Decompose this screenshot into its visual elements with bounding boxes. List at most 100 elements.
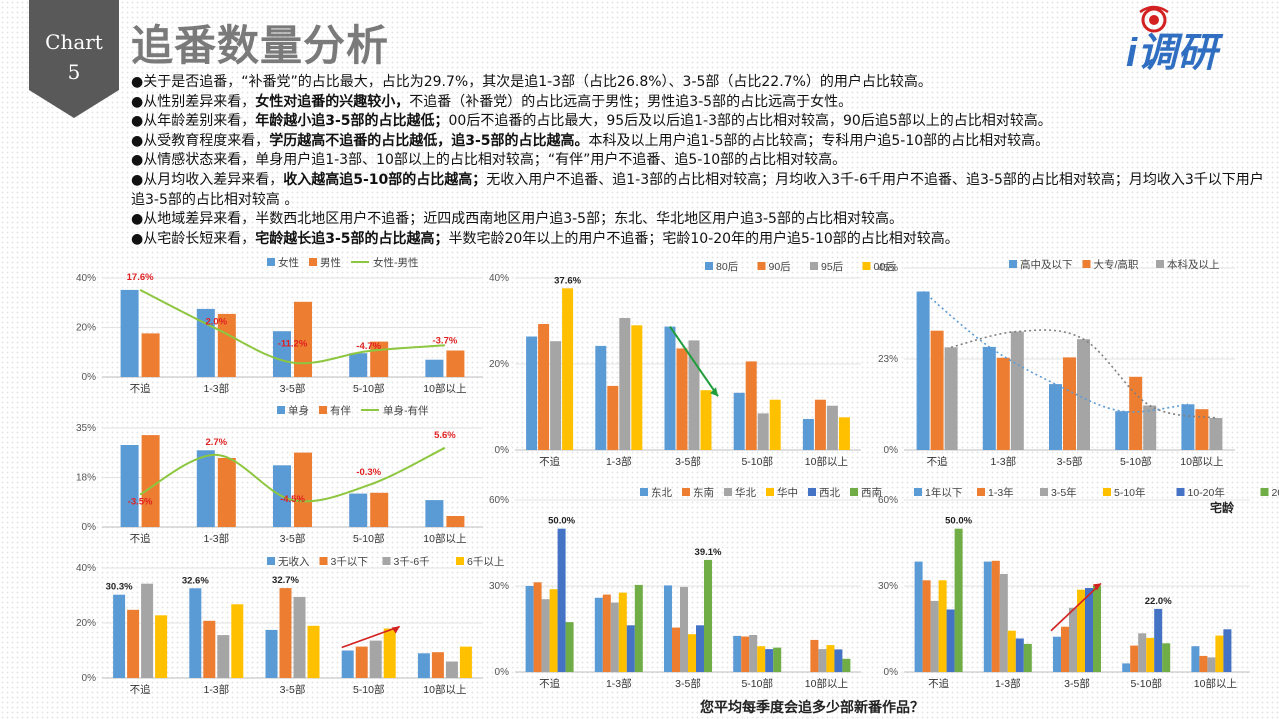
x-tick-label: 10部以上 bbox=[423, 683, 466, 696]
bar-education-s2-c3 bbox=[1143, 405, 1157, 450]
bullet-text: ●从宅龄长短来看， bbox=[131, 230, 256, 247]
bullet-text: ●从性别差异来看， bbox=[131, 93, 256, 110]
legend-label: 无收入 bbox=[278, 555, 310, 568]
legend-label: 1年以下 bbox=[925, 486, 962, 499]
legend-swatch bbox=[850, 488, 858, 496]
bar-age-s2-c0 bbox=[550, 341, 562, 450]
bar-region-s5-c2 bbox=[704, 559, 712, 672]
x-tick-label: 1-3部 bbox=[995, 677, 1021, 690]
bar-income-s3-c1 bbox=[231, 604, 244, 678]
bar-income-s1-c3 bbox=[355, 646, 368, 678]
bar-age-s1-c3 bbox=[745, 361, 757, 450]
y-tick-label: 40% bbox=[489, 273, 509, 284]
x-tick-label: 不追 bbox=[928, 677, 950, 690]
diff-label: -3.7% bbox=[432, 335, 457, 346]
diff-line-relationship bbox=[139, 446, 446, 503]
bar-age-s1-c0 bbox=[538, 324, 550, 450]
x-tick-label: 不追 bbox=[130, 532, 151, 545]
y-tick-label: 60% bbox=[878, 495, 898, 506]
legend-swatch bbox=[1082, 260, 1091, 268]
x-tick-label: 5-10部 bbox=[353, 683, 385, 696]
bar-education-s1-c1 bbox=[996, 357, 1010, 450]
legend-label: 80后 bbox=[716, 261, 738, 273]
diff-label: -4.7% bbox=[356, 341, 381, 352]
legend-swatch bbox=[277, 406, 285, 414]
bullet-highlight: 女性对追番的兴趣较小， bbox=[255, 93, 410, 110]
x-tick-label: 10部以上 bbox=[1180, 455, 1223, 468]
bar-region-s0-c2 bbox=[664, 585, 672, 672]
legend-label: 3千-6千 bbox=[394, 556, 430, 568]
legend-swatch bbox=[977, 488, 985, 496]
legend-label: 东北 bbox=[651, 486, 672, 499]
bar-otaku_age-s4-c2 bbox=[1085, 588, 1093, 672]
bar-region-s2-c1 bbox=[610, 602, 619, 672]
bar-income-s0-c4 bbox=[417, 653, 430, 679]
bar-age-s0-c1 bbox=[595, 345, 607, 450]
bar-otaku_age-s5-c0 bbox=[954, 528, 963, 672]
bar-region-s2-c2 bbox=[680, 586, 688, 672]
bullet-line: ●从年龄差别来看，年龄越小追3-5部的占比越低；00后不追番的占比最大，95后及… bbox=[131, 112, 1271, 132]
bar-relationship-s1-c3 bbox=[370, 492, 389, 527]
bullet-line: ●从受教育程度来看，学历越高不追番的占比越低，追3-5部的占比越高。本科及以上用… bbox=[131, 132, 1271, 152]
bar-income-s1-c2 bbox=[279, 588, 292, 678]
x-tick-label: 5-10部 bbox=[353, 532, 385, 545]
legend-swatch bbox=[267, 258, 275, 266]
legend-label: 5-10年 bbox=[1114, 486, 1146, 499]
bar-income-s1-c1 bbox=[203, 620, 216, 678]
badge-label: Chart bbox=[45, 30, 103, 54]
legend-swatch bbox=[1040, 488, 1048, 496]
x-tick-label: 1-3部 bbox=[606, 455, 632, 468]
bar-education-s0-c0 bbox=[916, 291, 930, 450]
diff-label: 17.6% bbox=[127, 272, 154, 283]
legend-label: 单身 bbox=[288, 404, 309, 417]
chart-annotation: 宅龄 bbox=[1210, 500, 1235, 515]
bar-age-s0-c4 bbox=[802, 419, 814, 450]
bar-region-s2-c0 bbox=[541, 599, 550, 672]
chart-income: 0% 20% 40% 不追 1-3部 3-5部 5-10部 10部以上 无收入 3千以下 3千-6千… bbox=[72, 553, 504, 698]
chart-svg-relationship: 0% 18% 35% 不追 1-3部 3-5部 5-10部 10部以上 单身 有伴 单身-有伴 -3.… bbox=[76, 404, 483, 545]
y-tick-label: 0% bbox=[495, 445, 510, 456]
bullet-highlight: 宅龄越长追3-5部的占比越高； bbox=[255, 230, 449, 247]
bar-otaku_age-s5-c3 bbox=[1162, 643, 1171, 672]
bar-age-s0-c2 bbox=[664, 326, 676, 450]
page-title: 追番数量分析 bbox=[131, 21, 390, 70]
trend-arrowhead bbox=[391, 626, 400, 634]
trend-arrow bbox=[341, 625, 400, 649]
bar-region-s4-c1 bbox=[626, 625, 635, 672]
legend-label: 90后 bbox=[769, 261, 791, 273]
diff-label: -3.5% bbox=[128, 496, 153, 507]
bar-region-s1-c2 bbox=[672, 627, 680, 672]
legend-label: 6千以上 bbox=[467, 556, 504, 568]
legend-swatch bbox=[766, 488, 774, 496]
bar-region-s4-c4 bbox=[834, 649, 843, 672]
bar-age-s1-c4 bbox=[814, 399, 826, 450]
legend-label: 1-3年 bbox=[988, 486, 1014, 499]
bar-relationship-s1-c0 bbox=[141, 435, 160, 527]
y-tick-label: 18% bbox=[76, 473, 96, 484]
chart-relationship: 0% 18% 35% 不追 1-3部 3-5部 5-10部 10部以上 单身 有伴 单身-有伴 -3.… bbox=[72, 402, 487, 547]
chart-otaku-age: 0% 30% 60% 不追 1-3部 3-5部 5-10部 10部以上 1年以下 1-3年 3-5年… bbox=[874, 482, 1279, 702]
chart-age: 0% 20% 40% 不追 1-3部 3-5部 5-10部 10部以上 80后 90后 95后 00后… bbox=[485, 256, 896, 474]
bullet-highlight: 收入越高追5-10部的占比越高； bbox=[283, 171, 487, 188]
bar-income-s2-c1 bbox=[217, 635, 230, 678]
value-label: 50.0% bbox=[548, 516, 575, 527]
bullet-line: ●从情感状态来看，单身用户追1-3部、10部以上的占比相对较高；“有伴”用户不追… bbox=[131, 151, 1271, 171]
bar-relationship-s0-c1 bbox=[196, 450, 215, 527]
bar-region-s0-c1 bbox=[594, 597, 603, 672]
legend-swatch bbox=[808, 488, 816, 496]
value-label: 30.3% bbox=[106, 582, 133, 593]
bar-age-s3-c3 bbox=[769, 399, 781, 450]
bar-income-s0-c1 bbox=[189, 588, 202, 678]
bar-region-s1-c3 bbox=[741, 636, 750, 672]
bullet-highlight: 年龄越小追3-5部的占比越低； bbox=[255, 113, 449, 130]
bullet-text: 不追番（补番党）的占比远高于男性；男性追3-5部的占比远高于女性。 bbox=[409, 93, 853, 110]
bullet-line: ●从地域差异来看，半数西北地区用户不追番；近四成西南地区用户追3-5部；东北、华… bbox=[131, 210, 1271, 230]
bar-otaku_age-s3-c0 bbox=[938, 580, 947, 672]
bar-region-s1-c1 bbox=[602, 594, 611, 672]
chart-svg-otaku_age: 0% 30% 60% 不追 1-3部 3-5部 5-10部 10部以上 1年以下 1-3年 3-5年… bbox=[878, 486, 1279, 690]
legend-swatch bbox=[724, 488, 732, 496]
trend-arrowhead bbox=[1093, 583, 1101, 591]
bar-otaku_age-s3-c2 bbox=[1077, 589, 1085, 672]
legend-label: 有伴 bbox=[330, 404, 351, 417]
diff-label: 5.6% bbox=[434, 430, 456, 441]
